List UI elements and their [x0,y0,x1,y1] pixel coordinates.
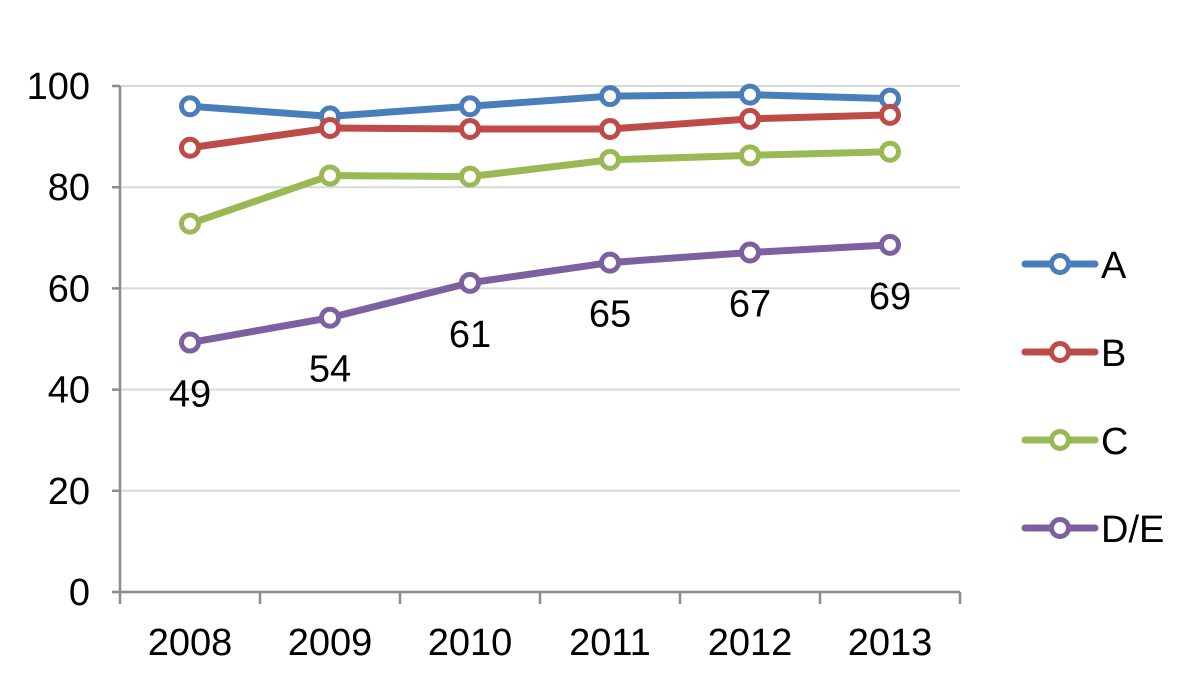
plot-series [179,83,901,354]
data-label: 49 [169,374,211,416]
series-line-B [186,111,894,152]
series-line-C [186,148,894,228]
data-label: 69 [869,276,911,318]
legend-swatch-marker [1049,517,1071,539]
data-point [739,241,761,264]
y-tick-label: 60 [48,268,90,310]
data-point [599,118,621,141]
data-point [739,144,761,167]
data-point [459,118,481,141]
data-point [599,251,621,274]
data-point [739,107,761,130]
data-point [179,95,201,118]
data-point [179,212,201,235]
x-tick-label: 2012 [708,622,793,664]
y-tick-label: 100 [27,66,90,108]
data-point [879,140,901,163]
data-point [879,233,901,256]
data-point [459,271,481,294]
axes: 0 20 40 60 80 100 2008 2009 2010 2011 2012 2013 [27,66,962,664]
legend: A B C D/E [1021,245,1164,551]
data-point [599,148,621,171]
data-point [739,83,761,106]
x-tick-label: 2013 [848,622,933,664]
data-label: 65 [589,294,631,336]
data-point [459,95,481,118]
y-tick-label: 80 [48,167,90,209]
grid-lines [120,85,960,492]
data-point [319,116,341,139]
x-tick-label: 2010 [428,622,513,664]
data-point [879,103,901,126]
y-tick-label: 0 [69,572,90,614]
x-tick-label: 2009 [288,622,373,664]
series-line-A [186,91,894,120]
y-tick-label: 20 [48,471,90,513]
x-tick-label: 2008 [148,622,233,664]
legend-swatch-marker [1049,253,1071,275]
data-point [319,306,341,329]
data-point [599,85,621,108]
y-tick-label: 40 [48,370,90,412]
data-point [319,164,341,187]
legend-swatch-marker [1049,429,1071,451]
legend-swatch-marker [1049,341,1071,363]
legend-label: A [1101,245,1127,287]
series-line-D/E [186,241,894,347]
data-labels: 49 54 61 65 67 69 [169,276,911,416]
data-label: 61 [449,314,491,356]
data-point [179,136,201,159]
data-point [179,331,201,354]
legend-label: B [1101,333,1126,375]
legend-label: C [1101,421,1128,463]
data-point [459,165,481,188]
data-label: 67 [729,283,771,325]
x-tick-label: 2011 [569,622,651,664]
legend-label: D/E [1101,509,1164,551]
data-label: 54 [309,349,351,391]
